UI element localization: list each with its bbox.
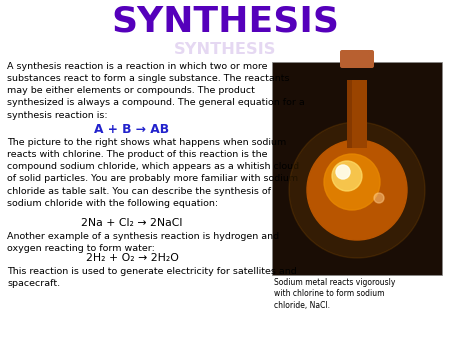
Text: 2Na + Cl₂ → 2NaCl: 2Na + Cl₂ → 2NaCl xyxy=(81,218,183,228)
Circle shape xyxy=(374,193,384,203)
Circle shape xyxy=(324,154,380,210)
Bar xyxy=(347,80,352,148)
Text: Another example of a synthesis reaction is hydrogen and
oxygen reacting to form : Another example of a synthesis reaction … xyxy=(7,232,279,253)
Text: 2H₂ + O₂ → 2H₂O: 2H₂ + O₂ → 2H₂O xyxy=(86,253,179,263)
Bar xyxy=(347,80,367,148)
Text: SYNTHESIS: SYNTHESIS xyxy=(174,42,276,57)
Text: This reaction is used to generate electricity for satellites and
spacecraft.: This reaction is used to generate electr… xyxy=(7,267,297,288)
Text: Sodium metal reacts vigorously
with chlorine to form sodium
chloride, NaCl.: Sodium metal reacts vigorously with chlo… xyxy=(274,278,396,310)
Circle shape xyxy=(332,161,362,191)
Text: A synthesis reaction is a reaction in which two or more
substances react to form: A synthesis reaction is a reaction in wh… xyxy=(7,62,305,120)
Circle shape xyxy=(289,122,425,258)
Text: A + B → AB: A + B → AB xyxy=(94,123,170,136)
FancyBboxPatch shape xyxy=(340,50,374,68)
Text: SYNTHESIS: SYNTHESIS xyxy=(111,5,339,39)
Text: The picture to the right shows what happens when sodium
reacts with chlorine. Th: The picture to the right shows what happ… xyxy=(7,138,299,208)
Circle shape xyxy=(336,165,350,179)
Bar xyxy=(272,62,442,275)
Circle shape xyxy=(307,140,407,240)
